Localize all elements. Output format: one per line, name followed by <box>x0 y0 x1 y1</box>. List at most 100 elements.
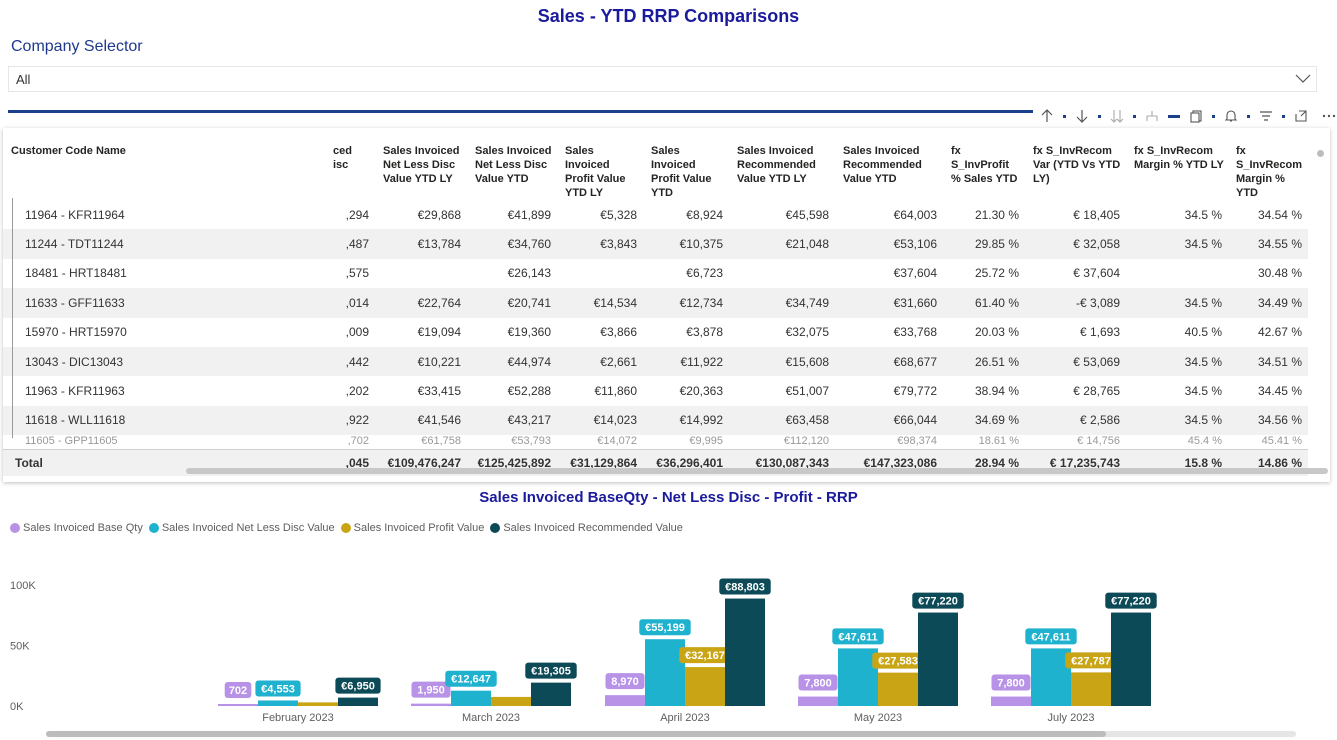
table-row[interactable]: 11633 - GFF11633,014 €22,764 €20,741 €14,53… <box>3 288 1308 318</box>
data-label-bg <box>639 619 691 636</box>
column-header[interactable]: ced isc <box>333 145 352 171</box>
table-cell: 34.45 % <box>1257 384 1302 399</box>
table-row[interactable]: 13043 - DIC13043,442 €10,221 €44,974 €2,661… <box>3 346 1308 377</box>
table-cell: €15,608 <box>729 346 835 377</box>
arrow-up-icon[interactable] <box>1035 105 1059 127</box>
data-label: €77,220 <box>918 596 958 608</box>
table-row[interactable]: 11964 - KFR11964 ,294 €29,868 €41,899 €5,328… <box>3 200 1308 229</box>
x-tick-label: February 2023 <box>262 712 334 724</box>
column-header[interactable]: Sales Invoiced Profit Value YTD LY <box>565 145 626 199</box>
table-cell: €34,749 <box>729 288 835 318</box>
column-header[interactable]: fx S_InvRecom Margin % YTD LY <box>1134 145 1224 171</box>
bell-icon[interactable] <box>1219 105 1243 127</box>
bar[interactable] <box>298 702 338 706</box>
bar[interactable] <box>605 695 645 706</box>
table-row[interactable]: 11244 - TDT11244,487 €13,784 €34,760 €3,843… <box>3 229 1308 259</box>
bar[interactable] <box>991 696 1031 706</box>
data-label: €27,787 <box>1071 655 1111 667</box>
legend-item[interactable]: Sales Invoiced Recommended Value <box>490 522 683 534</box>
table-row[interactable]: 15970 - HRT15970 ,009 €19,094 €19,360 €3,866… <box>3 318 1308 347</box>
column-header[interactable]: Sales Invoiced Net Less Disc Value YTD <box>475 145 552 185</box>
y-tick-label: 100K <box>10 580 36 592</box>
table-cell: 29.85 % <box>943 229 1025 259</box>
table-cell: €66,044 <box>835 405 943 436</box>
legend-item[interactable]: Sales Invoiced Profit Value <box>340 522 484 534</box>
table-cell: €8,924 <box>686 207 723 222</box>
table-row[interactable]: 11618 - WLL11618,922 €41,546 €43,217 €14,02… <box>3 405 1308 436</box>
legend-item[interactable]: Sales Invoiced Net Less Disc Value <box>148 522 335 534</box>
table-cell: 20.03 % <box>974 325 1019 340</box>
table-cell: €26,143 <box>507 266 551 281</box>
bar[interactable] <box>491 696 531 706</box>
data-label-bg <box>1025 628 1077 645</box>
customer-name-cell: 11605 - GPP11605 <box>25 435 118 448</box>
bar[interactable] <box>218 704 258 706</box>
table-row[interactable]: 18481 - HRT18481 ,575 €26,143 €6,723 €37,604… <box>3 259 1308 288</box>
column-header[interactable]: fx S_InvRecom Margin % YTD <box>1236 145 1303 199</box>
data-label: 702 <box>229 685 247 697</box>
arrow-down-icon[interactable] <box>1070 105 1094 127</box>
bar[interactable] <box>685 667 725 706</box>
data-label-bg <box>719 578 771 595</box>
company-selector-dropdown[interactable]: All <box>8 66 1317 92</box>
bar[interactable] <box>531 682 571 706</box>
data-label: 7,800 <box>997 678 1025 690</box>
scrollbar-thumb[interactable] <box>46 731 1106 737</box>
bar[interactable] <box>1111 612 1151 706</box>
data-label-bg <box>445 670 497 687</box>
bar[interactable] <box>258 700 298 706</box>
bar[interactable] <box>645 639 685 706</box>
column-header[interactable]: Customer Code Name <box>11 145 126 157</box>
y-tick-label: 50K <box>10 641 30 653</box>
table-cell: € 2,586 <box>1025 405 1126 436</box>
focus-mode-icon[interactable] <box>1289 105 1313 127</box>
chart-horizontal-scrollbar[interactable] <box>46 731 1296 737</box>
table-cell: ,294 <box>345 207 369 222</box>
bar[interactable] <box>878 672 918 706</box>
filter-icon[interactable] <box>1254 105 1278 127</box>
table-cell: € 1,693 <box>1079 325 1120 340</box>
column-header[interactable]: Sales Invoiced Profit Value YTD <box>651 145 712 199</box>
table-cell: 34.5 % <box>1126 346 1228 377</box>
clustered-column-chart: 0K 50K 100K 702 €4,553 €6,950 February 2023 1,9… <box>10 578 1157 724</box>
bar[interactable] <box>338 697 378 706</box>
table-cell: 45.41 % <box>1261 435 1302 448</box>
legend-item[interactable]: Sales Invoiced Base Qty <box>10 522 143 534</box>
bar[interactable] <box>451 690 491 706</box>
legend-dot <box>340 523 351 533</box>
data-label: €19,305 <box>531 666 571 678</box>
horizontal-scrollbar[interactable] <box>186 468 1328 474</box>
data-label: €47,611 <box>1031 631 1070 643</box>
table-row[interactable]: 11605 - GPP11605 ,702 €61,758 €53,793 €14,07… <box>3 435 1308 450</box>
bar[interactable] <box>1071 672 1111 706</box>
bar[interactable] <box>838 648 878 706</box>
toolbar-separator <box>1168 114 1180 118</box>
double-arrow-down-icon[interactable] <box>1105 105 1129 127</box>
column-header[interactable]: Sales Invoiced Net Less Disc Value YTD L… <box>383 145 460 185</box>
customer-name-cell: 18481 - HRT18481 <box>25 266 127 281</box>
column-header[interactable]: fx S_InvProfit % Sales YTD <box>951 145 1018 185</box>
column-header[interactable]: Sales Invoiced Recommended Value YTD <box>843 145 922 185</box>
copy-icon[interactable] <box>1184 105 1208 127</box>
hierarchy-icon[interactable] <box>1140 105 1164 127</box>
table-cell: €14,534 <box>557 288 643 318</box>
table-cell: ,202 <box>345 384 369 399</box>
data-label: €27,583 <box>878 656 918 668</box>
table-cell: 30.48 % <box>1257 266 1302 281</box>
table-cell: ,922 <box>333 405 375 436</box>
table-cell: €31,660 <box>835 288 943 318</box>
bar[interactable] <box>918 612 958 706</box>
bar[interactable] <box>411 703 451 706</box>
data-label: €77,220 <box>1111 596 1151 608</box>
column-header[interactable]: fx S_InvRecom Var (YTD Vs YTD LY) <box>1033 145 1121 185</box>
table-row[interactable]: 11963 - KFR11963 ,202 €33,415 €52,288 €11,86… <box>3 376 1308 405</box>
column-header[interactable]: Sales Invoiced Recommended Value YTD LY <box>737 145 816 185</box>
vertical-scrollbar[interactable] <box>1317 150 1324 157</box>
company-selector-label: Company Selector <box>11 38 143 55</box>
more-options-icon[interactable] <box>1317 105 1337 127</box>
bar[interactable] <box>1031 648 1071 706</box>
bar[interactable] <box>798 696 838 706</box>
table-cell: ,702 <box>347 435 369 448</box>
table-cell: €53,106 <box>835 229 943 259</box>
bar[interactable] <box>725 598 765 706</box>
